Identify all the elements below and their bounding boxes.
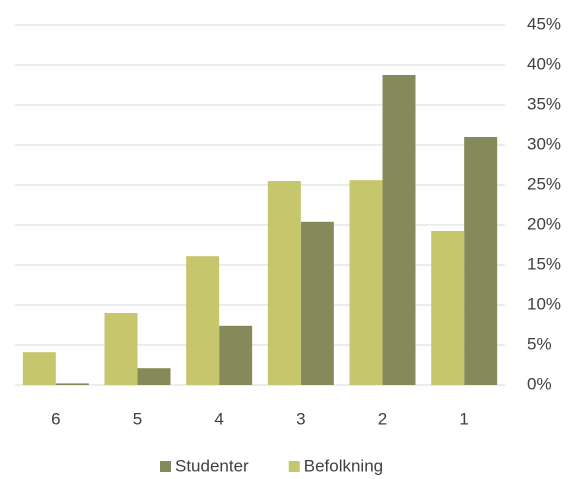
legend-swatch <box>160 461 171 472</box>
y-tick-label: 45% <box>527 14 561 33</box>
y-tick-label: 15% <box>527 254 561 273</box>
bar <box>300 221 334 385</box>
bar <box>349 180 383 385</box>
bar <box>267 181 301 385</box>
y-tick-label: 5% <box>527 334 552 353</box>
y-tick-label: 40% <box>527 54 561 73</box>
x-tick-label: 6 <box>51 409 60 428</box>
y-tick-label: 0% <box>527 374 552 393</box>
bar <box>464 137 498 385</box>
x-tick-label: 3 <box>296 409 305 428</box>
bar <box>22 352 56 385</box>
bar <box>137 368 171 385</box>
y-tick-label: 10% <box>527 294 561 313</box>
x-tick-label: 1 <box>459 409 468 428</box>
bar <box>55 383 89 385</box>
y-tick-label: 25% <box>527 174 561 193</box>
x-tick-label: 2 <box>378 409 387 428</box>
bar <box>219 325 253 385</box>
legend-label: Studenter <box>175 456 249 475</box>
y-tick-label: 30% <box>527 134 561 153</box>
legend-swatch <box>288 461 300 472</box>
y-tick-label: 35% <box>527 94 561 113</box>
legend-label: Befolkning <box>304 456 383 475</box>
x-tick-label: 4 <box>214 409 223 428</box>
bar <box>104 313 138 385</box>
bar <box>186 256 220 385</box>
y-tick-label: 20% <box>527 214 561 233</box>
x-tick-label: 5 <box>133 409 142 428</box>
bar <box>431 231 465 385</box>
bar <box>382 75 416 385</box>
